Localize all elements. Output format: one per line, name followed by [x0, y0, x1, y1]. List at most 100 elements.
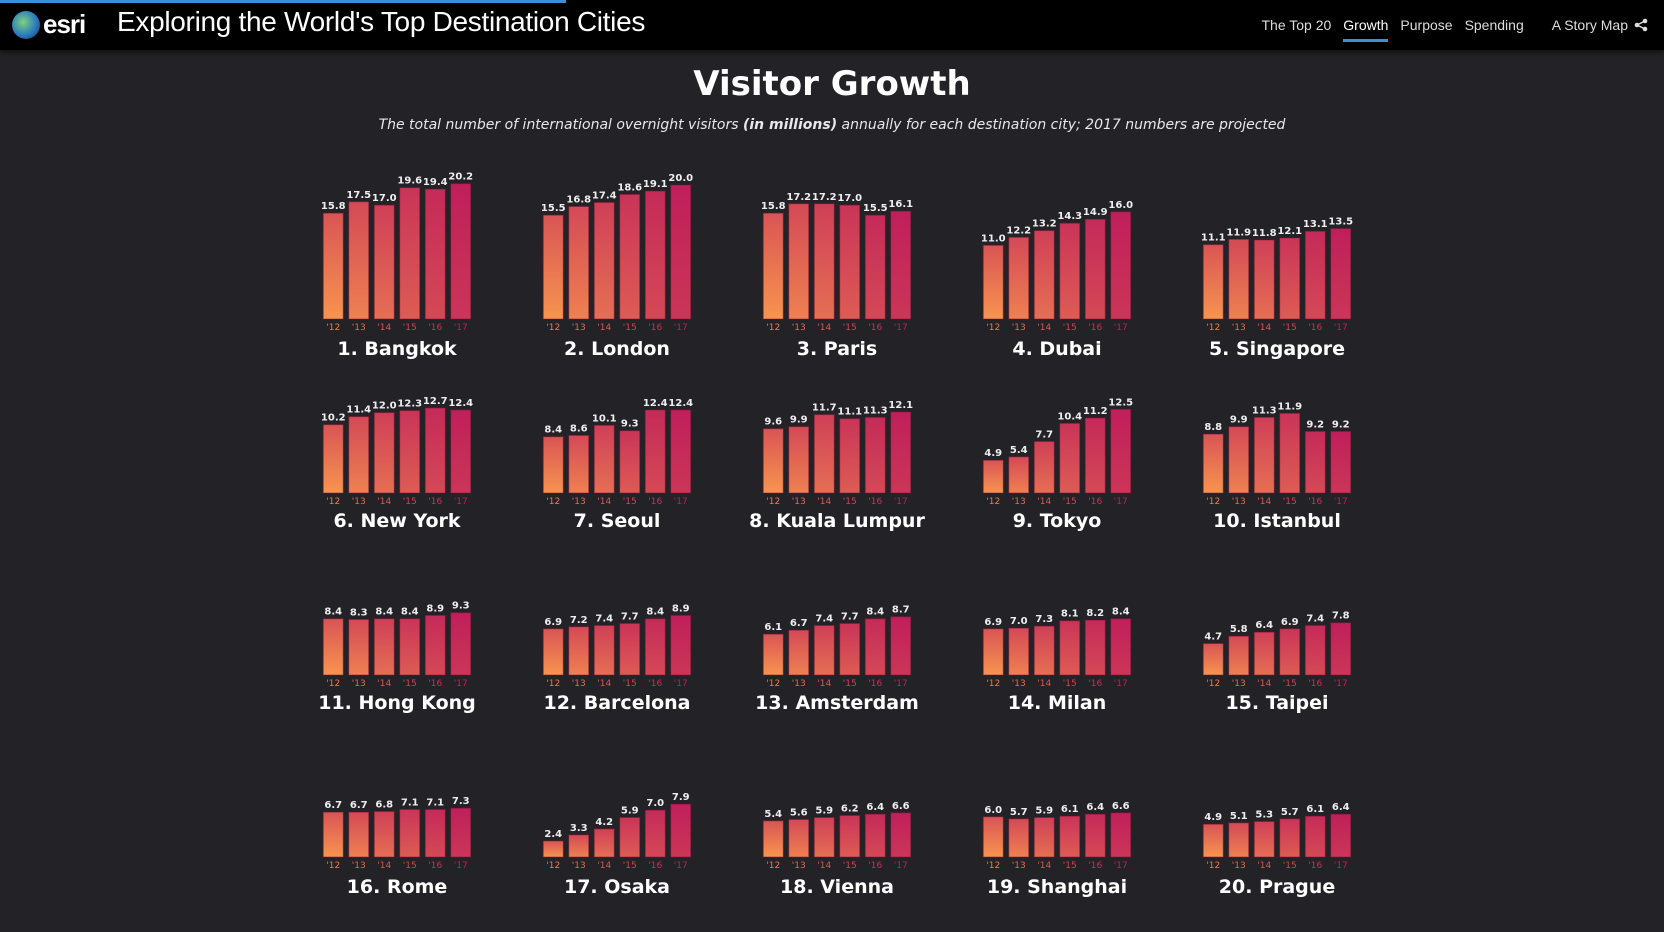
bar[interactable] — [762, 633, 784, 676]
bar[interactable] — [348, 416, 370, 494]
bar[interactable] — [322, 618, 344, 676]
bar[interactable] — [1084, 813, 1106, 858]
bar[interactable] — [762, 428, 784, 494]
bar[interactable] — [644, 409, 666, 494]
bar[interactable] — [399, 618, 421, 676]
bar[interactable] — [670, 184, 692, 320]
bar[interactable] — [373, 412, 395, 494]
bar[interactable] — [890, 812, 912, 858]
nav-spending[interactable]: Spending — [1464, 17, 1524, 33]
bar[interactable] — [864, 214, 886, 320]
bar[interactable] — [1033, 230, 1055, 320]
bar[interactable] — [1084, 619, 1106, 676]
bar[interactable] — [1304, 230, 1326, 320]
bar[interactable] — [450, 183, 472, 320]
bar[interactable] — [762, 212, 784, 320]
bar[interactable] — [1202, 643, 1224, 676]
bar[interactable] — [1110, 812, 1132, 858]
bar[interactable] — [1253, 631, 1275, 676]
nav-top-20[interactable]: The Top 20 — [1261, 17, 1332, 33]
bar[interactable] — [762, 820, 784, 858]
bar[interactable] — [1059, 815, 1081, 858]
bar[interactable] — [424, 188, 446, 320]
bar[interactable] — [542, 214, 564, 320]
bar[interactable] — [813, 816, 835, 858]
bar[interactable] — [1008, 627, 1030, 676]
bar[interactable] — [864, 618, 886, 676]
bar[interactable] — [1279, 628, 1301, 676]
bar[interactable] — [644, 190, 666, 320]
bar[interactable] — [399, 410, 421, 494]
bar[interactable] — [399, 808, 421, 858]
bar[interactable] — [322, 212, 344, 320]
bar[interactable] — [890, 616, 912, 676]
bar[interactable] — [1033, 440, 1055, 494]
bar[interactable] — [450, 409, 472, 494]
bar[interactable] — [890, 210, 912, 320]
bar[interactable] — [1228, 635, 1250, 676]
bar[interactable] — [839, 204, 861, 320]
bar[interactable] — [1084, 218, 1106, 320]
bar[interactable] — [813, 624, 835, 676]
bar[interactable] — [1059, 222, 1081, 320]
share-icon[interactable] — [1634, 18, 1648, 32]
bar[interactable] — [568, 626, 590, 676]
bar[interactable] — [1253, 239, 1275, 320]
bar[interactable] — [839, 418, 861, 494]
bar[interactable] — [1110, 408, 1132, 494]
bar[interactable] — [1330, 228, 1352, 320]
bar[interactable] — [1110, 618, 1132, 676]
nav-growth[interactable]: Growth — [1343, 11, 1389, 42]
bar[interactable] — [1304, 430, 1326, 494]
bar[interactable] — [1008, 236, 1030, 320]
bar[interactable] — [348, 618, 370, 676]
bar[interactable] — [788, 203, 810, 320]
bar[interactable] — [1279, 237, 1301, 320]
bar[interactable] — [1008, 818, 1030, 858]
bar[interactable] — [568, 205, 590, 320]
bar[interactable] — [982, 244, 1004, 320]
bar[interactable] — [1033, 625, 1055, 676]
bar[interactable] — [373, 618, 395, 676]
bar[interactable] — [1008, 456, 1030, 494]
bar[interactable] — [670, 409, 692, 494]
bar[interactable] — [839, 814, 861, 858]
bar[interactable] — [864, 813, 886, 858]
bar[interactable] — [839, 622, 861, 676]
bar[interactable] — [1330, 813, 1352, 858]
bar[interactable] — [1033, 816, 1055, 858]
bar[interactable] — [1304, 815, 1326, 858]
bar[interactable] — [1279, 412, 1301, 494]
bar[interactable] — [1228, 238, 1250, 320]
bar[interactable] — [619, 622, 641, 676]
bar[interactable] — [644, 618, 666, 676]
bar[interactable] — [450, 807, 472, 858]
bar[interactable] — [644, 809, 666, 858]
bar[interactable] — [1202, 244, 1224, 320]
bar[interactable] — [1304, 624, 1326, 676]
bar[interactable] — [424, 614, 446, 676]
bar[interactable] — [348, 811, 370, 858]
bar[interactable] — [1228, 822, 1250, 858]
bar[interactable] — [670, 803, 692, 858]
bar[interactable] — [890, 411, 912, 494]
bar[interactable] — [568, 834, 590, 858]
bar[interactable] — [568, 434, 590, 494]
bar[interactable] — [1253, 820, 1275, 858]
bar[interactable] — [982, 816, 1004, 858]
bar[interactable] — [619, 430, 641, 494]
story-map-link[interactable]: A Story Map — [1552, 17, 1648, 33]
bar[interactable] — [373, 810, 395, 858]
bar[interactable] — [1084, 417, 1106, 494]
bar[interactable] — [322, 811, 344, 858]
bar[interactable] — [542, 840, 564, 858]
bar[interactable] — [373, 204, 395, 320]
bar[interactable] — [1059, 422, 1081, 494]
bar[interactable] — [1279, 818, 1301, 858]
bar[interactable] — [619, 193, 641, 320]
bar[interactable] — [864, 416, 886, 494]
bar[interactable] — [670, 614, 692, 676]
bar[interactable] — [399, 187, 421, 320]
bar[interactable] — [813, 203, 835, 320]
bar[interactable] — [1330, 622, 1352, 676]
